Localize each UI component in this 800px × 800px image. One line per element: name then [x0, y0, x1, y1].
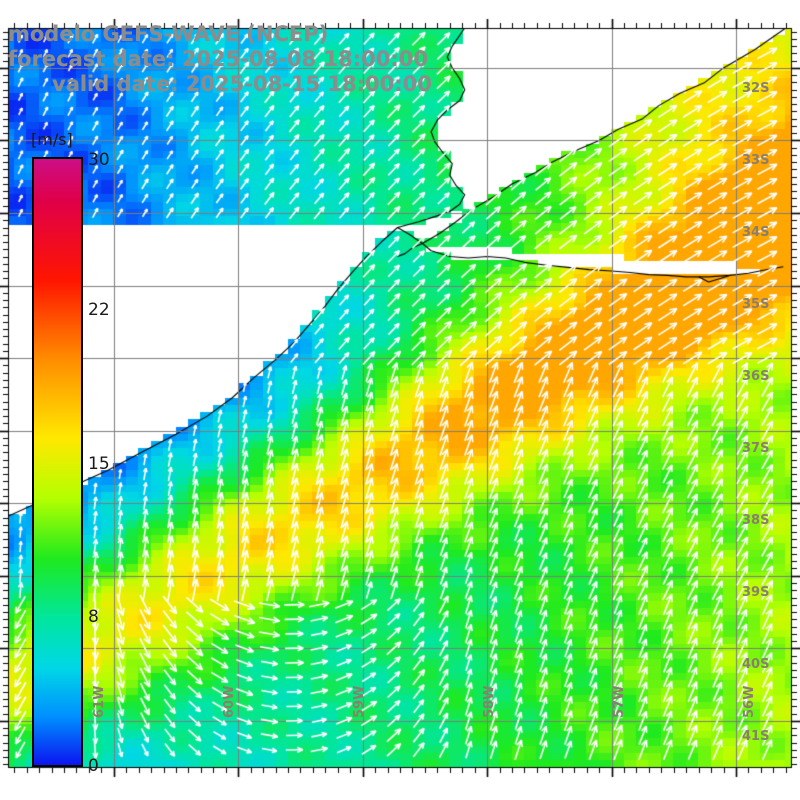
lat-label-35S: 35S	[742, 297, 770, 312]
lat-label-33S: 33S	[742, 153, 770, 168]
lat-label-32S: 32S	[742, 81, 770, 96]
lon-label-58W: 58W	[482, 685, 497, 718]
lat-label-34S: 34S	[742, 225, 770, 240]
lat-label-37S: 37S	[742, 441, 770, 456]
colorbar-tick-22: 22	[88, 300, 110, 320]
lat-label-40S: 40S	[742, 657, 770, 672]
lat-label-41S: 41S	[742, 729, 770, 744]
lon-label-60W: 60W	[222, 685, 237, 718]
lon-label-56W: 56W	[742, 685, 757, 718]
lon-label-61W: 61W	[92, 685, 107, 718]
colorbar-tick-15: 15	[88, 454, 110, 474]
colorbar-units-label: [m/s]	[31, 130, 73, 149]
lon-label-59W: 59W	[352, 685, 367, 718]
colorbar	[32, 157, 83, 767]
colorbar-tick-8: 8	[88, 607, 99, 627]
colorbar-tick-0: 0	[88, 756, 99, 776]
lat-label-38S: 38S	[742, 513, 770, 528]
lat-label-39S: 39S	[742, 585, 770, 600]
colorbar-gradient	[34, 159, 81, 765]
colorbar-tick-30: 30	[88, 150, 110, 170]
lon-label-57W: 57W	[612, 685, 627, 718]
lat-label-36S: 36S	[742, 369, 770, 384]
